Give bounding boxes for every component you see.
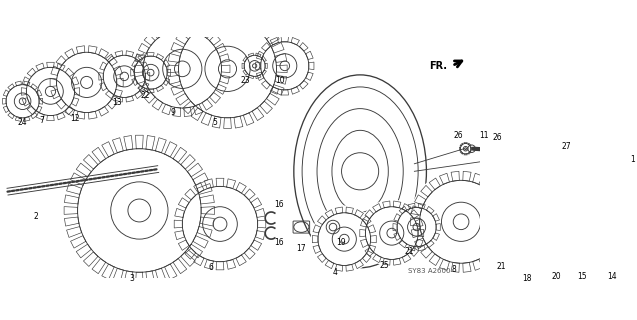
- Circle shape: [98, 50, 151, 103]
- Circle shape: [311, 206, 377, 272]
- Text: 26: 26: [492, 133, 502, 142]
- Text: 21: 21: [404, 247, 414, 256]
- Text: 14: 14: [607, 272, 617, 281]
- Text: 10: 10: [275, 76, 285, 85]
- Circle shape: [167, 8, 288, 129]
- Text: 17: 17: [297, 244, 306, 253]
- Text: 5: 5: [212, 118, 217, 127]
- Text: 13: 13: [112, 98, 122, 107]
- Circle shape: [130, 52, 171, 93]
- Circle shape: [491, 146, 503, 158]
- Text: 21: 21: [496, 262, 506, 271]
- Circle shape: [410, 171, 512, 273]
- Text: SY83 A2600: SY83 A2600: [408, 268, 451, 274]
- Text: 3: 3: [129, 274, 134, 283]
- Text: 12: 12: [71, 114, 80, 123]
- Text: 16: 16: [274, 200, 283, 209]
- Text: 19: 19: [336, 238, 346, 247]
- Text: 11: 11: [479, 131, 489, 140]
- Circle shape: [2, 80, 43, 122]
- Circle shape: [255, 36, 315, 96]
- Circle shape: [459, 141, 473, 156]
- Circle shape: [173, 177, 267, 271]
- Circle shape: [392, 203, 441, 252]
- Text: 1: 1: [631, 155, 635, 164]
- Circle shape: [134, 20, 231, 117]
- Text: 9: 9: [171, 108, 176, 117]
- Text: 18: 18: [522, 274, 532, 283]
- Text: 25: 25: [380, 261, 389, 270]
- Circle shape: [49, 45, 124, 120]
- Text: 20: 20: [551, 272, 561, 281]
- Circle shape: [484, 216, 533, 265]
- Text: FR.: FR.: [429, 61, 448, 71]
- Text: 6: 6: [208, 263, 213, 272]
- Text: 23: 23: [240, 76, 250, 85]
- Text: 16: 16: [274, 238, 283, 247]
- Circle shape: [564, 233, 614, 282]
- Circle shape: [359, 200, 425, 266]
- Text: 4: 4: [333, 268, 338, 277]
- Text: 26: 26: [454, 131, 463, 140]
- Circle shape: [63, 134, 215, 287]
- Text: 7: 7: [39, 116, 44, 124]
- Circle shape: [241, 52, 268, 79]
- Text: 8: 8: [452, 265, 457, 274]
- Circle shape: [502, 214, 568, 280]
- Text: 22: 22: [141, 91, 150, 100]
- Text: 2: 2: [34, 212, 38, 221]
- Text: 24: 24: [18, 118, 27, 127]
- Text: 27: 27: [562, 142, 571, 151]
- Circle shape: [592, 241, 631, 279]
- Circle shape: [20, 61, 81, 122]
- Text: 15: 15: [578, 272, 587, 281]
- Circle shape: [539, 228, 588, 277]
